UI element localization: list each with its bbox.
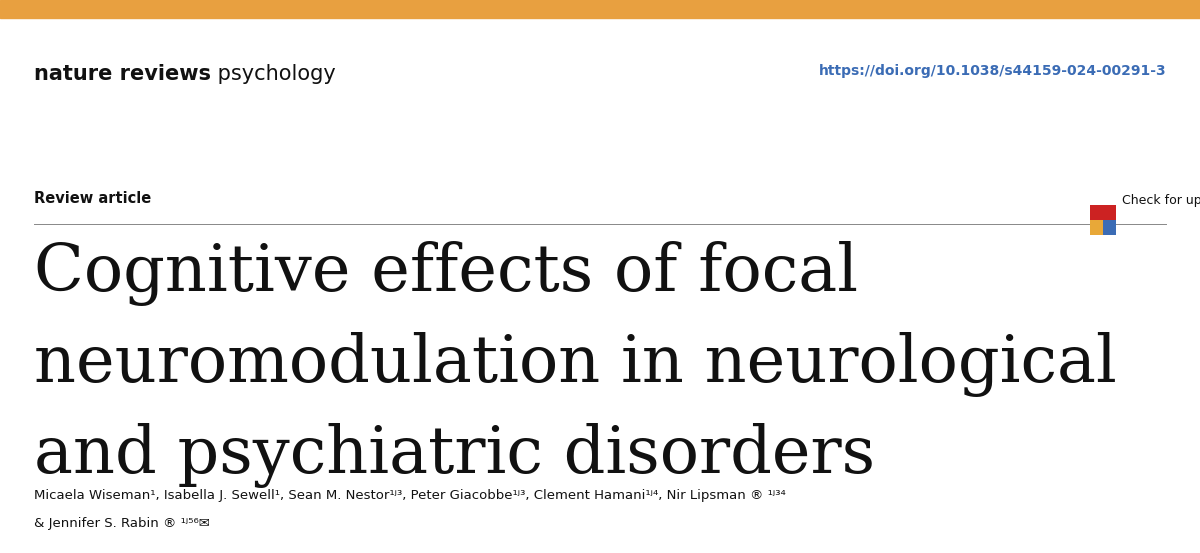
Bar [0, 0, 1200, 18]
Text: Check for updates: Check for updates [1122, 194, 1200, 207]
Bar [1090, 220, 1103, 235]
Text: Micaela Wiseman¹, Isabella J. Sewell¹, Sean M. Nestor¹ʲ³, Peter Giacobbe¹ʲ³, Cle: Micaela Wiseman¹, Isabella J. Sewell¹, S… [34, 489, 785, 503]
Text: neuromodulation in neurological: neuromodulation in neurological [34, 332, 1116, 397]
Text: Cognitive effects of focal: Cognitive effects of focal [34, 241, 858, 306]
Text: and psychiatric disorders: and psychiatric disorders [34, 423, 875, 488]
Bar [1090, 205, 1116, 220]
Text: psychology: psychology [211, 64, 335, 84]
Text: nature reviews: nature reviews [34, 64, 211, 84]
FancyBboxPatch shape [1090, 205, 1116, 235]
Text: Review article: Review article [34, 191, 151, 206]
Text: https://doi.org/10.1038/s44159-024-00291-3: https://doi.org/10.1038/s44159-024-00291… [818, 64, 1166, 77]
Bar [1103, 220, 1116, 235]
Text: & Jennifer S. Rabin ® ¹ʲ⁵⁶✉: & Jennifer S. Rabin ® ¹ʲ⁵⁶✉ [34, 517, 210, 530]
